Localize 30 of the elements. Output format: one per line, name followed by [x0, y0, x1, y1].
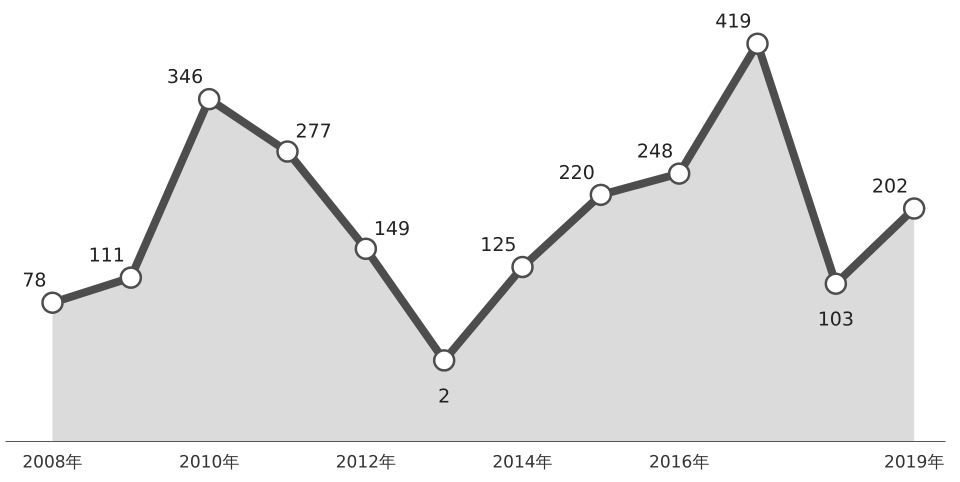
point — [41, 291, 64, 314]
data-label: 111 — [88, 244, 125, 267]
point — [354, 238, 378, 260]
data-label: 149 — [374, 218, 410, 240]
point — [902, 197, 926, 220]
point — [590, 184, 612, 206]
data-label: 220 — [558, 162, 595, 184]
point — [511, 256, 534, 278]
x-tick-label: 2012年 — [336, 452, 396, 472]
point — [276, 140, 299, 163]
point — [198, 88, 220, 110]
data-label: 2 — [438, 385, 450, 408]
point — [824, 272, 848, 295]
point — [746, 32, 769, 55]
data-label: 103 — [818, 308, 854, 331]
x-tick-label: 2014年 — [492, 452, 553, 472]
x-tick-label: 2010年 — [179, 452, 240, 472]
data-label: 248 — [636, 140, 674, 163]
point — [668, 162, 690, 185]
x-tick-label: 2019年 — [884, 452, 944, 472]
data-label: 346 — [166, 66, 204, 88]
point — [120, 266, 142, 289]
x-tick-label: 2008年 — [22, 452, 83, 472]
data-label: 125 — [480, 234, 516, 256]
data-label: 419 — [715, 10, 752, 33]
data-label: 202 — [872, 176, 908, 198]
data-label: 78 — [22, 270, 47, 292]
point — [432, 349, 456, 372]
x-tick-label: 2016年 — [649, 452, 710, 472]
data-label: 277 — [296, 120, 332, 143]
